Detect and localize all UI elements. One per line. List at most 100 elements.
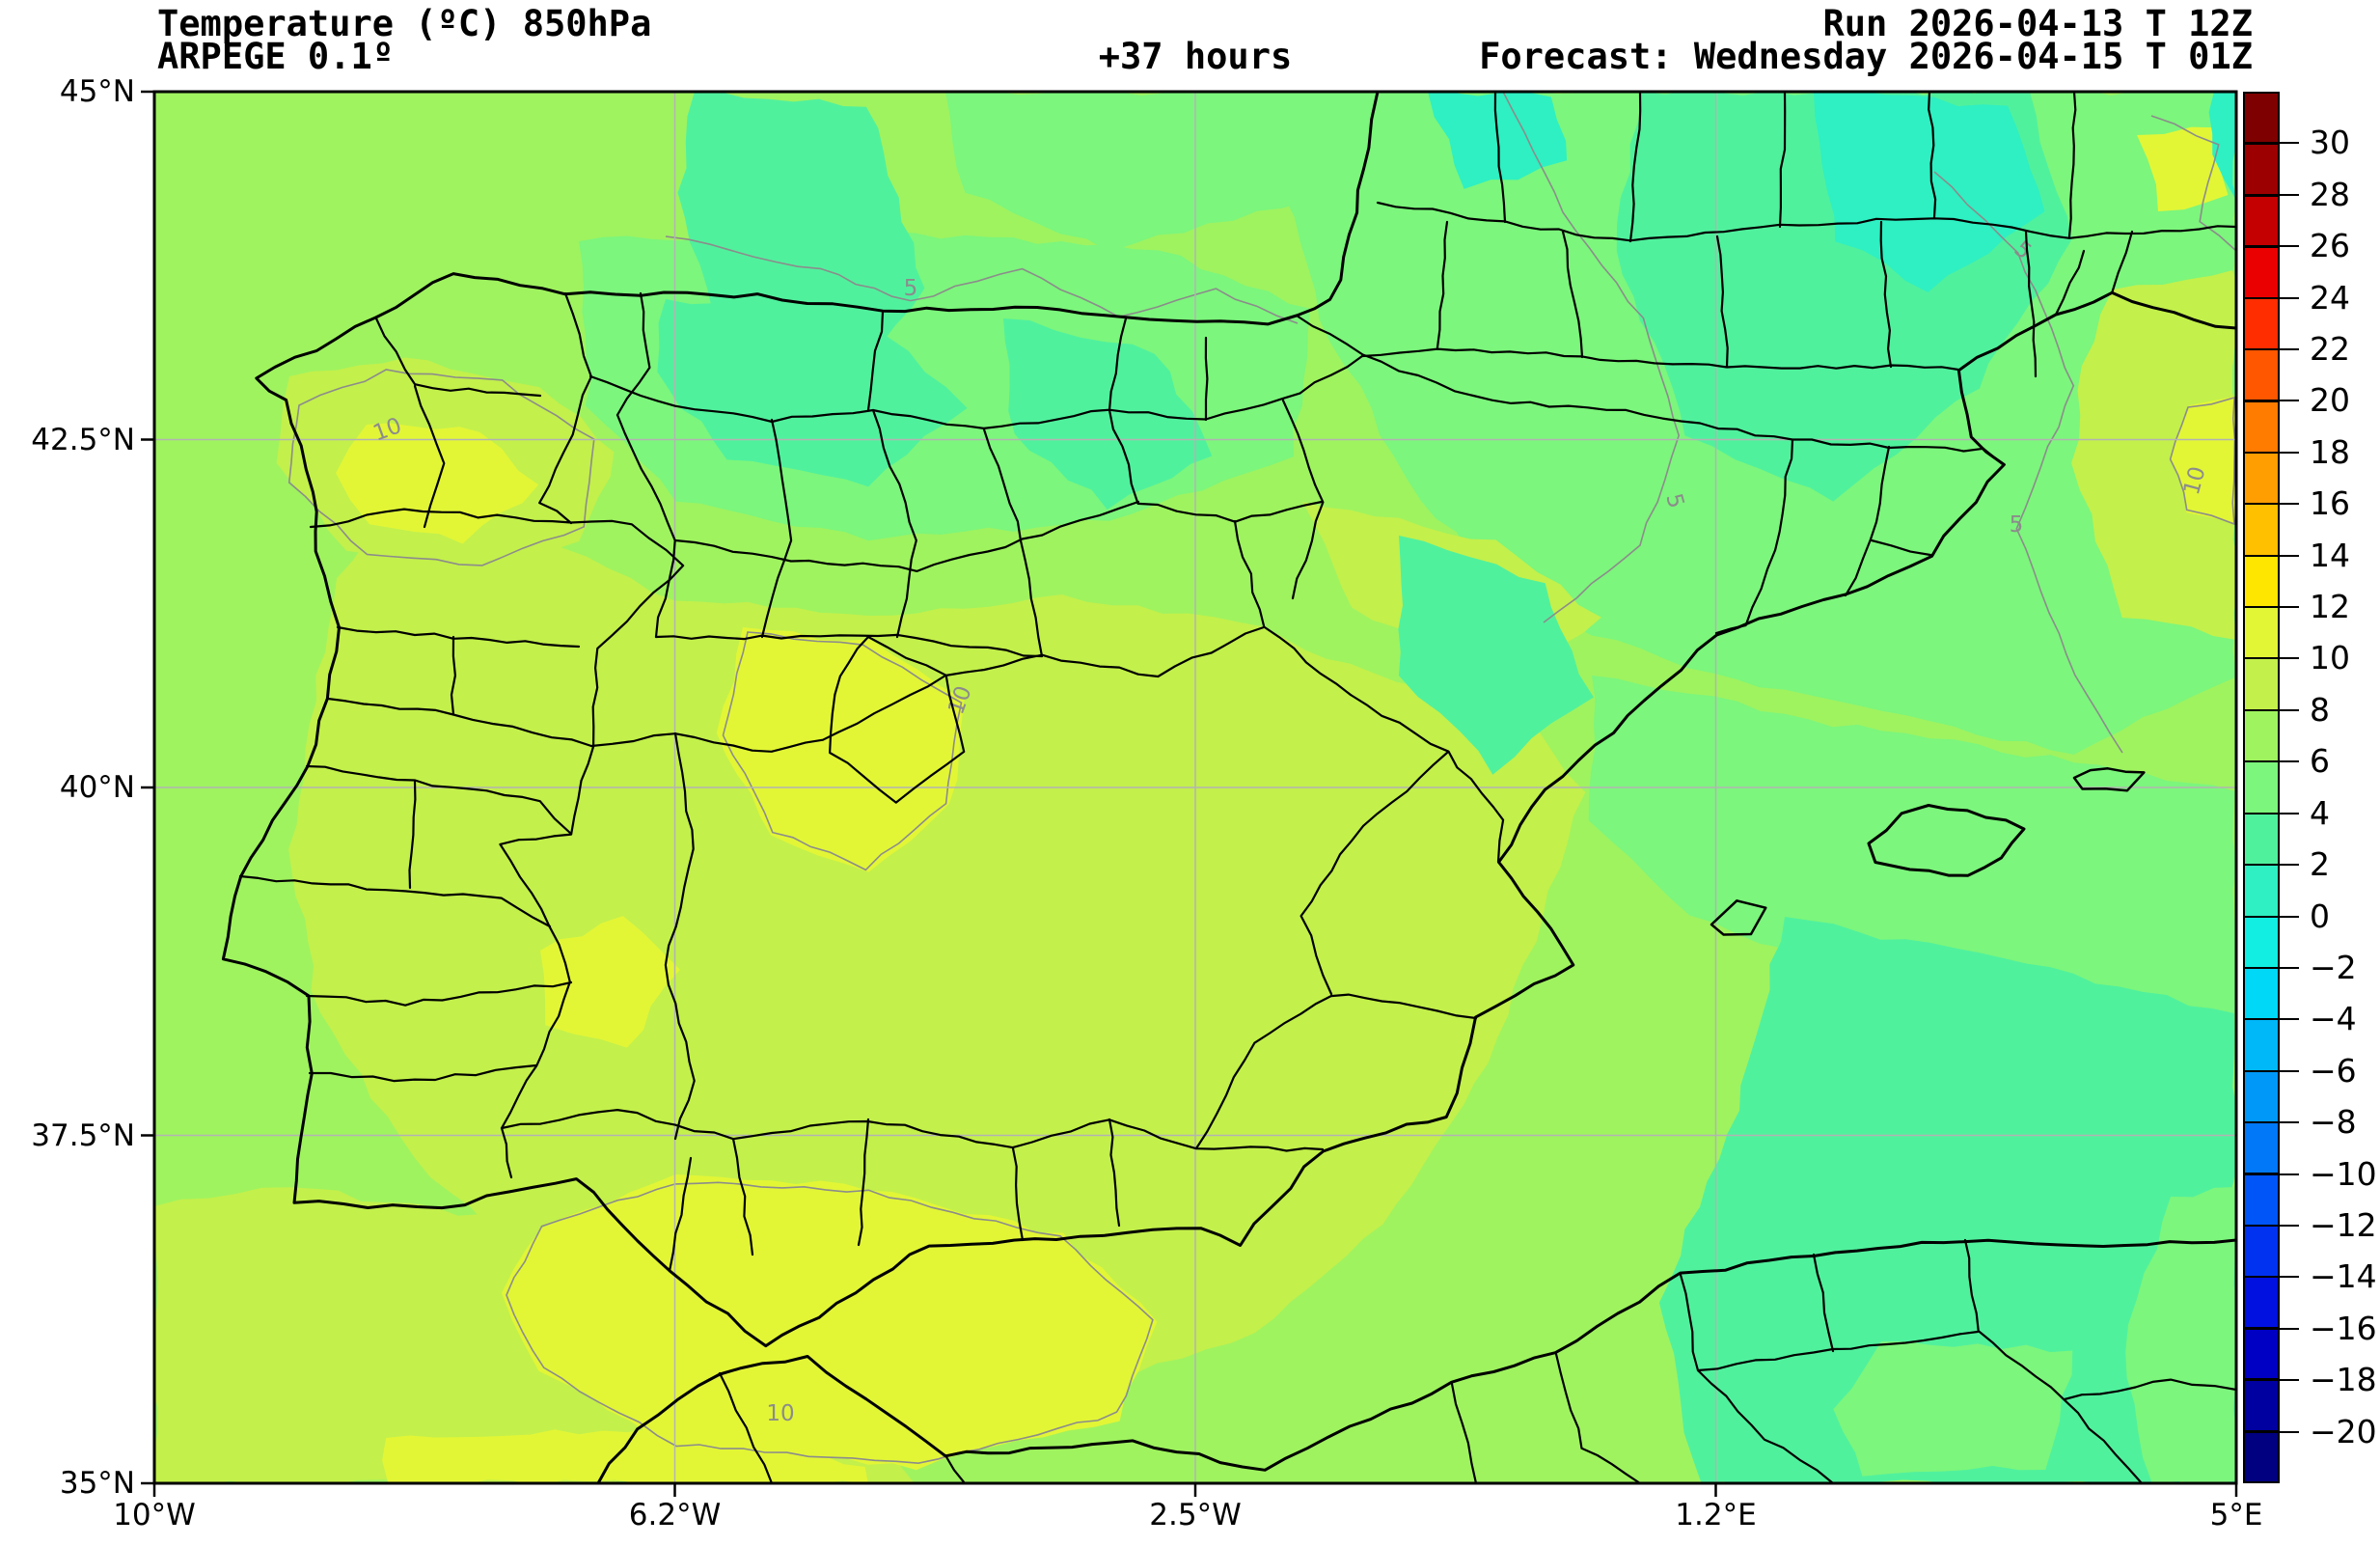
colorbar-tick <box>2243 348 2299 351</box>
colorbar-tick-label: −18 <box>2310 1361 2377 1399</box>
colorbar-segment <box>2245 401 2278 455</box>
colorbar-tick-label: −14 <box>2310 1257 2377 1296</box>
x-tick-label: 2.5°W <box>1149 1498 1242 1532</box>
colorbar-tick <box>2243 1018 2299 1021</box>
colorbar-tick <box>2243 1430 2299 1433</box>
colorbar-tick-label: −10 <box>2310 1154 2377 1193</box>
colorbar-tick <box>2243 296 2299 299</box>
colorbar-segment <box>2245 1225 2278 1277</box>
y-tick-label: 42.5°N <box>31 422 135 457</box>
colorbar-segment <box>2245 1070 2278 1122</box>
axis-ticks <box>141 90 2238 1497</box>
colorbar-segment <box>2245 454 2278 506</box>
colorbar-tick <box>2243 400 2299 402</box>
x-tick-label: 6.2°W <box>628 1498 722 1532</box>
x-tick-label: 10°W <box>113 1498 196 1532</box>
colorbar-segment <box>2245 350 2278 402</box>
colorbar-segment <box>2245 710 2278 762</box>
page-title: Temperature (ºC) 850hPa <box>157 3 652 44</box>
colorbar-tick <box>2243 1379 2299 1382</box>
colorbar-segment <box>2245 916 2278 969</box>
colorbar-tick-label: 18 <box>2310 432 2350 471</box>
colorbar-tick-label: 24 <box>2310 278 2350 317</box>
run-label: Run 2026-04-13 T 12Z <box>1822 3 2253 44</box>
colorbar-tick <box>2243 760 2299 763</box>
colorbar-tick-label: −20 <box>2310 1412 2377 1450</box>
y-tick-label: 37.5°N <box>31 1118 135 1153</box>
colorbar-segment <box>2245 1276 2278 1329</box>
colorbar-segment <box>2245 659 2278 711</box>
lead-time-label: +37 hours <box>1098 36 1293 77</box>
colorbar-segment <box>2245 1121 2278 1174</box>
colorbar-tick <box>2243 1121 2299 1124</box>
y-tick-label: 45°N <box>59 74 135 109</box>
colorbar-tick-label: −16 <box>2310 1309 2377 1347</box>
colorbar-tick <box>2243 245 2299 248</box>
colorbar-segment <box>2245 1379 2278 1431</box>
colorbar-tick <box>2243 812 2299 814</box>
contour-label: 10 <box>766 1401 794 1426</box>
colorbar-tick-label: −12 <box>2310 1205 2377 1244</box>
colorbar-tick-label: 8 <box>2310 690 2330 729</box>
colorbar-segment <box>2245 196 2278 248</box>
colorbar-segment <box>2245 145 2278 197</box>
colorbar-segment <box>2245 1173 2278 1226</box>
colorbar-tick <box>2243 708 2299 711</box>
colorbar-segment <box>2245 94 2278 146</box>
colorbar-tick-label: −2 <box>2310 948 2357 986</box>
colorbar-tick <box>2243 503 2299 506</box>
colorbar-tick-label: −4 <box>2310 1000 2357 1038</box>
model-label: ARPEGE 0.1º <box>157 36 395 77</box>
y-tick-label: 35°N <box>59 1466 135 1501</box>
boundaries <box>221 92 2236 1483</box>
colorbar <box>2243 92 2280 1483</box>
y-tick-label: 40°N <box>59 770 135 805</box>
colorbar-tick <box>2243 606 2299 609</box>
colorbar-tick-label: 10 <box>2310 639 2350 677</box>
colorbar-segment <box>2245 1019 2278 1071</box>
contour-label: 5 <box>904 276 918 301</box>
colorbar-tick <box>2243 966 2299 969</box>
graticule <box>154 92 2236 1483</box>
colorbar-segment <box>2245 1328 2278 1380</box>
colorbar-tick-label: −8 <box>2310 1103 2357 1142</box>
colorbar-tick-label: 30 <box>2310 124 2350 162</box>
x-tick-label: 5°E <box>2209 1498 2263 1532</box>
colorbar-tick <box>2243 915 2299 918</box>
colorbar-segment <box>2245 247 2278 300</box>
colorbar-tick-label: 26 <box>2310 227 2350 265</box>
colorbar-tick-label: 14 <box>2310 536 2350 574</box>
colorbar-tick-label: 2 <box>2310 845 2330 884</box>
colorbar-tick <box>2243 1069 2299 1072</box>
x-tick-label: 1.2°E <box>1675 1498 1757 1532</box>
colorbar-tick-label: 20 <box>2310 381 2350 420</box>
colorbar-tick-label: 0 <box>2310 897 2330 935</box>
colorbar-tick-label: 4 <box>2310 793 2330 832</box>
colorbar-segment <box>2245 865 2278 917</box>
colorbar-tick-label: 6 <box>2310 742 2330 781</box>
colorbar-tick <box>2243 1327 2299 1330</box>
colorbar-gradient <box>2245 94 2278 1482</box>
colorbar-tick <box>2243 864 2299 867</box>
colorbar-segment <box>2245 556 2278 608</box>
colorbar-segment <box>2245 968 2278 1020</box>
contour-lines <box>287 92 2236 1465</box>
colorbar-segment <box>2245 299 2278 351</box>
colorbar-tick-label: 22 <box>2310 330 2350 369</box>
colorbar-tick <box>2243 554 2299 557</box>
colorbar-tick <box>2243 451 2299 454</box>
colorbar-segment <box>2245 761 2278 814</box>
colorbar-tick <box>2243 142 2299 145</box>
colorbar-segment <box>2245 607 2278 660</box>
colorbar-tick-label: 12 <box>2310 588 2350 626</box>
colorbar-segment <box>2245 814 2278 866</box>
y-axis-labels: 45°N 42.5°N 40°N 37.5°N 35°N <box>0 0 141 1546</box>
colorbar-tick <box>2243 1173 2299 1175</box>
colorbar-tick <box>2243 657 2299 660</box>
contour-label: 5 <box>2010 512 2024 538</box>
colorbar-tick-label: −6 <box>2310 1051 2357 1090</box>
colorbar-tick-label: 16 <box>2310 484 2350 523</box>
colorbar-segment <box>2245 1430 2278 1482</box>
